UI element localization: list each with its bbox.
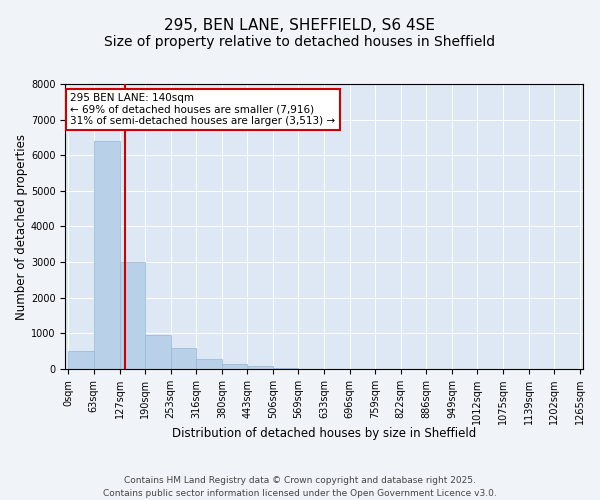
Bar [171, 348, 196, 369]
Text: 295 BEN LANE: 140sqm
← 69% of detached houses are smaller (7,916)
31% of semi-de: 295 BEN LANE: 140sqm ← 69% of detached h… [70, 93, 335, 126]
Bar [273, 368, 298, 369]
Text: Size of property relative to detached houses in Sheffield: Size of property relative to detached ho… [104, 35, 496, 49]
Text: Contains HM Land Registry data © Crown copyright and database right 2025.
Contai: Contains HM Land Registry data © Crown c… [103, 476, 497, 498]
Bar [196, 358, 222, 369]
Bar [94, 141, 119, 369]
Bar [120, 262, 145, 369]
Bar [248, 366, 273, 369]
Bar [145, 335, 170, 369]
X-axis label: Distribution of detached houses by size in Sheffield: Distribution of detached houses by size … [172, 427, 476, 440]
Text: 295, BEN LANE, SHEFFIELD, S6 4SE: 295, BEN LANE, SHEFFIELD, S6 4SE [164, 18, 436, 32]
Y-axis label: Number of detached properties: Number of detached properties [15, 134, 28, 320]
Bar [222, 364, 247, 369]
Bar [68, 351, 94, 369]
